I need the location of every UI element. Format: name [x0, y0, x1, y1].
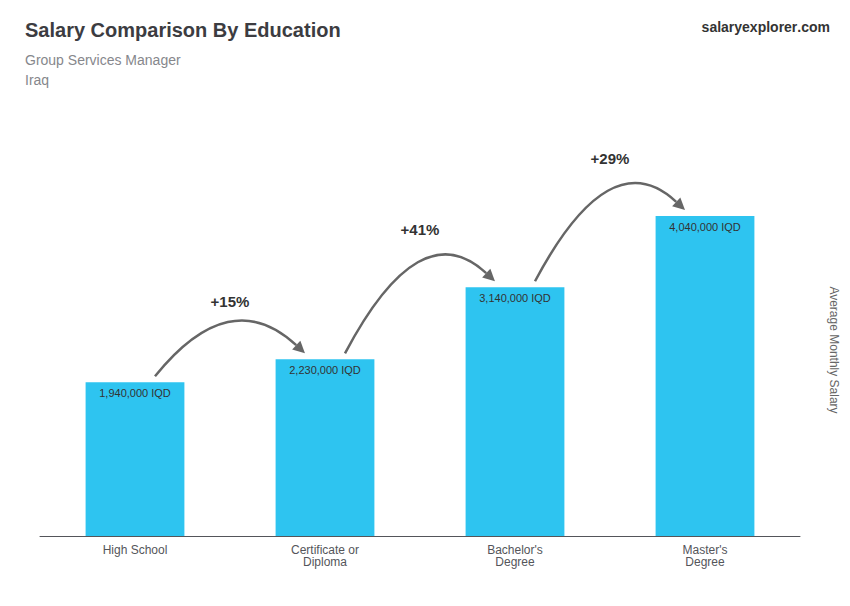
svg-text:salary: salary	[702, 19, 743, 35]
svg-text:3,140,000 IQD: 3,140,000 IQD	[479, 292, 551, 304]
svg-text:4,040,000 IQD: 4,040,000 IQD	[669, 221, 741, 233]
svg-text:Average Monthly Salary: Average Monthly Salary	[827, 286, 841, 413]
svg-text:High School: High School	[103, 543, 168, 557]
svg-text:explorer: explorer	[742, 19, 798, 35]
svg-text:+29%: +29%	[591, 150, 630, 167]
svg-text:Degree: Degree	[685, 555, 725, 569]
svg-text:Degree: Degree	[495, 555, 535, 569]
svg-text:Iraq: Iraq	[25, 72, 49, 88]
svg-text:Certificate or: Certificate or	[291, 543, 359, 557]
svg-text:Master's: Master's	[682, 543, 728, 557]
svg-text:Diploma: Diploma	[303, 555, 347, 569]
svg-text:+15%: +15%	[211, 293, 250, 310]
svg-text:Salary Comparison By Education: Salary Comparison By Education	[25, 19, 341, 41]
svg-text:1,940,000 IQD: 1,940,000 IQD	[99, 387, 171, 399]
svg-text:.com: .com	[797, 19, 830, 35]
svg-text:2,230,000 IQD: 2,230,000 IQD	[289, 364, 361, 376]
svg-text:Group Services Manager: Group Services Manager	[25, 52, 181, 68]
svg-text:Bachelor's: Bachelor's	[487, 543, 543, 557]
svg-text:+41%: +41%	[401, 221, 440, 238]
